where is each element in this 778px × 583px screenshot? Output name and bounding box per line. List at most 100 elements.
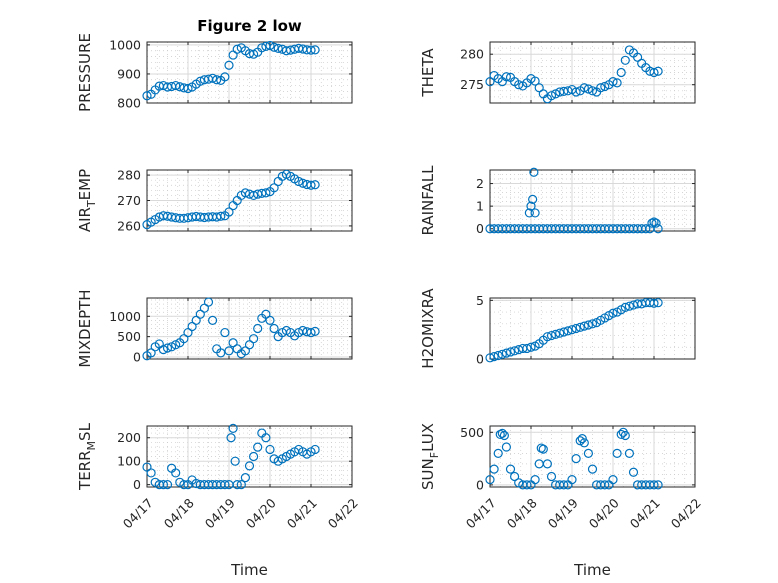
data-point <box>653 298 663 308</box>
data-point <box>524 208 534 218</box>
data-point <box>187 321 197 332</box>
y-axis-label: SUNFLUX <box>419 423 441 490</box>
y-tick-label: 100 <box>117 454 141 469</box>
data-point <box>563 326 573 336</box>
y-tick-label: 1000 <box>109 309 141 324</box>
series-rainfall <box>485 167 663 234</box>
data-point <box>509 346 520 356</box>
data-point <box>179 480 189 490</box>
x-axis-label: Time <box>573 561 611 579</box>
data-point <box>509 471 520 482</box>
data-point <box>653 224 663 234</box>
data-point <box>612 448 622 458</box>
data-point <box>224 346 234 356</box>
data-point <box>171 80 181 91</box>
data-point <box>649 480 659 490</box>
y-tick-label: 275 <box>460 77 484 92</box>
data-point <box>294 176 304 187</box>
data-point <box>228 338 238 348</box>
data-point <box>183 83 193 94</box>
data-point <box>501 442 511 452</box>
data-point <box>162 343 173 353</box>
data-point <box>493 350 503 361</box>
data-point <box>228 423 238 433</box>
x-tick-label: 04/21 <box>627 495 663 531</box>
data-point <box>542 332 553 342</box>
data-point <box>571 454 581 464</box>
subplot-rainfall: 0 1 2 RAINFALL <box>419 165 696 236</box>
data-point <box>310 326 320 336</box>
subplot-sun-flux: 0 500 04/17 04/18 04/19 04/20 04/21 04/22 Time SU… <box>419 423 704 579</box>
data-point <box>526 201 536 211</box>
x-tick-label: 04/22 <box>325 495 361 531</box>
data-point <box>203 297 214 307</box>
data-point <box>579 321 589 331</box>
y-tick-label: 1 <box>476 199 484 214</box>
data-point <box>653 480 663 490</box>
data-point <box>265 40 275 51</box>
data-point <box>232 480 242 490</box>
data-point <box>249 334 259 344</box>
y-tick-label: 500 <box>460 425 484 440</box>
data-point <box>608 308 618 318</box>
y-tick-label: 800 <box>117 96 141 111</box>
y-axis-label: PRESSURE <box>76 33 94 112</box>
data-point <box>249 190 259 201</box>
data-point <box>583 320 594 330</box>
x-tick-label: 04/22 <box>668 495 704 531</box>
data-point <box>528 194 538 204</box>
data-point <box>542 459 553 469</box>
series-h2omixra <box>485 298 663 363</box>
data-point <box>649 67 659 78</box>
data-point <box>583 84 594 94</box>
data-point <box>530 76 540 86</box>
x-tick-label: 04/17 <box>463 495 499 531</box>
axes-box <box>146 297 353 360</box>
data-point <box>616 67 626 78</box>
subplot-theta: 275 280 THETA <box>419 41 696 104</box>
data-point <box>199 303 209 313</box>
y-axis-label: MIXDEPTH <box>76 289 94 367</box>
data-point <box>567 325 577 335</box>
data-point <box>269 323 279 334</box>
data-point <box>546 330 557 341</box>
data-point <box>632 52 643 62</box>
y-tick-label: 0 <box>133 349 141 364</box>
data-point <box>191 315 201 325</box>
subplot-mixdepth: 0 500 1000 MIXDEPTH <box>76 289 353 368</box>
series-sun-flux <box>485 427 663 490</box>
data-point <box>224 207 234 217</box>
data-point <box>310 444 320 455</box>
data-point <box>485 77 495 87</box>
y-tick-label: 200 <box>117 430 141 445</box>
data-point <box>600 480 610 490</box>
y-tick-label: 0 <box>476 352 484 367</box>
data-point <box>306 327 316 338</box>
axes-box <box>489 169 696 232</box>
y-tick-label: 0 <box>133 477 141 492</box>
data-point <box>653 66 663 76</box>
data-point <box>587 464 598 474</box>
x-tick-label: 04/19 <box>202 495 238 531</box>
subplot-air-temp: 260 270 280 AIRTEMP <box>76 168 353 233</box>
data-point <box>216 348 226 358</box>
y-tick-label: 900 <box>117 66 141 81</box>
data-point <box>298 325 308 336</box>
data-point <box>489 352 499 362</box>
axes-box <box>489 425 696 488</box>
data-point <box>596 83 606 93</box>
data-point <box>567 475 577 485</box>
data-point <box>649 217 659 227</box>
data-point <box>485 475 495 485</box>
y-tick-label: 280 <box>117 168 141 183</box>
x-axis-label: Time <box>230 561 268 579</box>
data-point <box>526 342 536 352</box>
plot-area <box>489 297 696 360</box>
data-point <box>269 42 279 52</box>
x-tick-label: 04/18 <box>161 495 197 531</box>
data-point <box>220 327 230 338</box>
data-point <box>577 434 587 444</box>
data-point <box>306 45 316 55</box>
data-point <box>208 315 218 325</box>
data-point <box>183 327 193 338</box>
